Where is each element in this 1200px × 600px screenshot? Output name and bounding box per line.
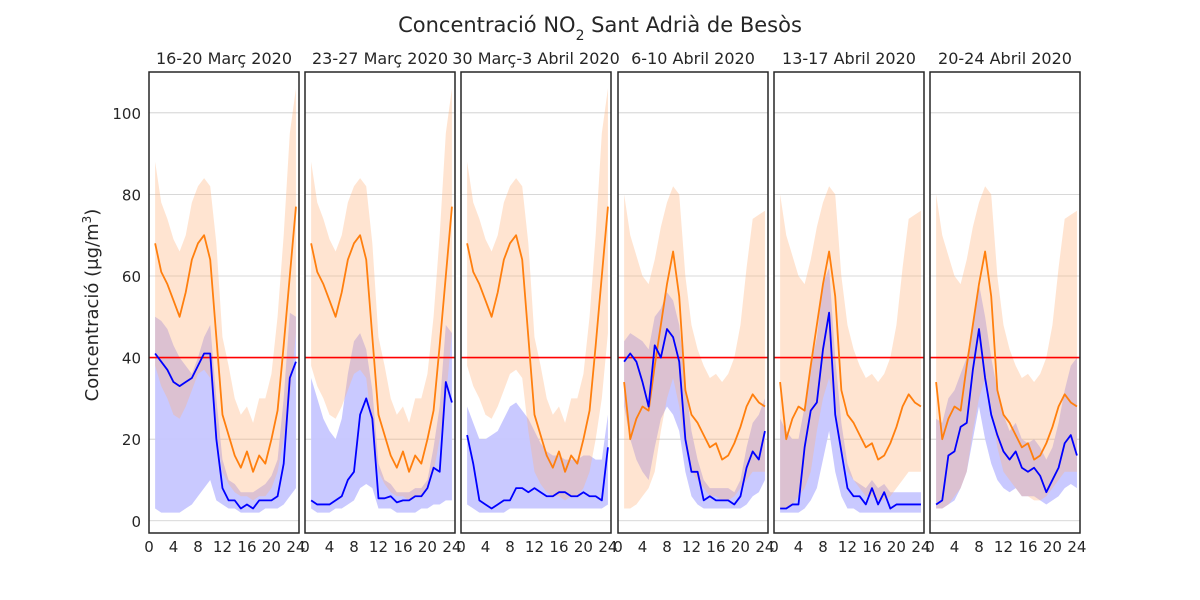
x-tick-label: 8 bbox=[974, 538, 984, 556]
x-tick-label: 8 bbox=[505, 538, 515, 556]
x-tick-label: 24 bbox=[442, 538, 461, 556]
plot-area bbox=[149, 88, 299, 513]
observed-band bbox=[780, 267, 921, 513]
axes-frame bbox=[148, 71, 300, 534]
expected-band bbox=[467, 88, 608, 501]
plot-area bbox=[461, 88, 611, 513]
x-tick-label: 24 bbox=[598, 538, 617, 556]
axes-frame bbox=[460, 71, 612, 534]
x-tick-label: 12 bbox=[213, 538, 232, 556]
x-tick-label: 4 bbox=[481, 538, 491, 556]
x-tick-label: 4 bbox=[325, 538, 335, 556]
y-tick-label: 0 bbox=[131, 513, 141, 531]
x-tick-label: 20 bbox=[418, 538, 437, 556]
observed-band bbox=[624, 292, 765, 509]
x-tick-label: 20 bbox=[574, 538, 593, 556]
x-tick-label: 24 bbox=[286, 538, 305, 556]
panel-title: 13-17 Abril 2020 bbox=[782, 49, 916, 68]
x-tick-label: 20 bbox=[887, 538, 906, 556]
expected-band bbox=[624, 186, 765, 509]
panel-title: 30 Març-3 Abril 2020 bbox=[452, 49, 620, 68]
y-tick-label: 100 bbox=[112, 105, 141, 123]
expected-line bbox=[466, 206, 609, 473]
x-tick-label: 16 bbox=[549, 538, 568, 556]
x-tick-label: 12 bbox=[525, 538, 544, 556]
y-tick-label: 40 bbox=[122, 350, 141, 368]
x-tick-label: 16 bbox=[393, 538, 412, 556]
expected-band bbox=[311, 88, 452, 501]
observed-line bbox=[310, 381, 453, 506]
x-tick-label: 16 bbox=[237, 538, 256, 556]
x-tick-label: 12 bbox=[682, 538, 701, 556]
x-tick-label: 8 bbox=[193, 538, 203, 556]
expected-band bbox=[936, 186, 1077, 509]
panel-6: 20-24 Abril 2020 0 4 8 12 16 20 24 bbox=[925, 49, 1086, 556]
axes-frame bbox=[929, 71, 1081, 534]
x-tick-label: 16 bbox=[706, 538, 725, 556]
x-tick-label: 0 bbox=[144, 538, 154, 556]
x-tick-label: 16 bbox=[862, 538, 881, 556]
chart-title: Concentració NO2 Sant Adrià de Besòs bbox=[398, 13, 802, 44]
x-tick-label: 12 bbox=[838, 538, 857, 556]
expected-line bbox=[623, 250, 766, 461]
observed-band bbox=[467, 402, 608, 513]
expected-line bbox=[779, 250, 922, 461]
x-tick-label: 0 bbox=[456, 538, 466, 556]
x-tick-label: 4 bbox=[638, 538, 648, 556]
x-tick-label: 8 bbox=[349, 538, 359, 556]
observed-line bbox=[466, 434, 609, 510]
x-tick-label: 24 bbox=[911, 538, 930, 556]
x-tick-label: 0 bbox=[613, 538, 623, 556]
y-tick-label: 20 bbox=[122, 431, 141, 449]
axes-frame bbox=[773, 71, 925, 534]
observed-line bbox=[780, 311, 921, 510]
y-tick-label: 80 bbox=[122, 186, 141, 204]
expected-band bbox=[155, 88, 296, 501]
panel-5: 13-17 Abril 2020 0 4 8 12 16 20 24 bbox=[769, 49, 930, 556]
x-tick-label: 12 bbox=[994, 538, 1013, 556]
x-tick-label: 20 bbox=[731, 538, 750, 556]
observed-line bbox=[623, 328, 766, 506]
observed-line bbox=[935, 328, 1078, 506]
x-tick-label: 4 bbox=[169, 538, 179, 556]
axes-frame bbox=[304, 71, 456, 534]
panel-2: 23-27 Març 2020 0 4 8 12 16 20 24 bbox=[300, 49, 461, 556]
expected-line bbox=[154, 206, 297, 473]
x-tick-label: 24 bbox=[1067, 538, 1086, 556]
x-tick-label: 4 bbox=[794, 538, 804, 556]
axes-frame bbox=[617, 71, 769, 534]
expected-line bbox=[935, 250, 1078, 461]
panel-title: 6-10 Abril 2020 bbox=[631, 49, 755, 68]
x-tick-label: 12 bbox=[369, 538, 388, 556]
plot-area bbox=[305, 88, 455, 513]
plot-area bbox=[774, 186, 924, 513]
x-tick-label: 0 bbox=[300, 538, 310, 556]
x-tick-label: 8 bbox=[818, 538, 828, 556]
observed-line bbox=[154, 352, 297, 510]
x-tick-label: 0 bbox=[769, 538, 779, 556]
x-tick-label: 16 bbox=[1018, 538, 1037, 556]
x-tick-label: 24 bbox=[755, 538, 774, 556]
panel-title: 23-27 Març 2020 bbox=[312, 49, 448, 68]
expected-band bbox=[780, 186, 921, 509]
x-tick-label: 20 bbox=[1043, 538, 1062, 556]
plot-area bbox=[618, 186, 768, 509]
x-tick-label: 4 bbox=[950, 538, 960, 556]
x-tick-label: 0 bbox=[925, 538, 935, 556]
plot-area bbox=[930, 186, 1080, 509]
y-tick-label: 60 bbox=[122, 268, 141, 286]
observed-band bbox=[155, 312, 296, 513]
panel-4: 6-10 Abril 2020 0 4 8 12 16 20 24 bbox=[613, 49, 774, 556]
expected-line bbox=[310, 206, 453, 473]
panel-title: 20-24 Abril 2020 bbox=[938, 49, 1072, 68]
x-tick-label: 20 bbox=[262, 538, 281, 556]
observed-band bbox=[311, 324, 452, 513]
y-axis-label: Concentració (μg/m3) bbox=[80, 209, 103, 402]
panel-title: 16-20 Març 2020 bbox=[156, 49, 292, 68]
x-tick-label: 8 bbox=[662, 538, 672, 556]
